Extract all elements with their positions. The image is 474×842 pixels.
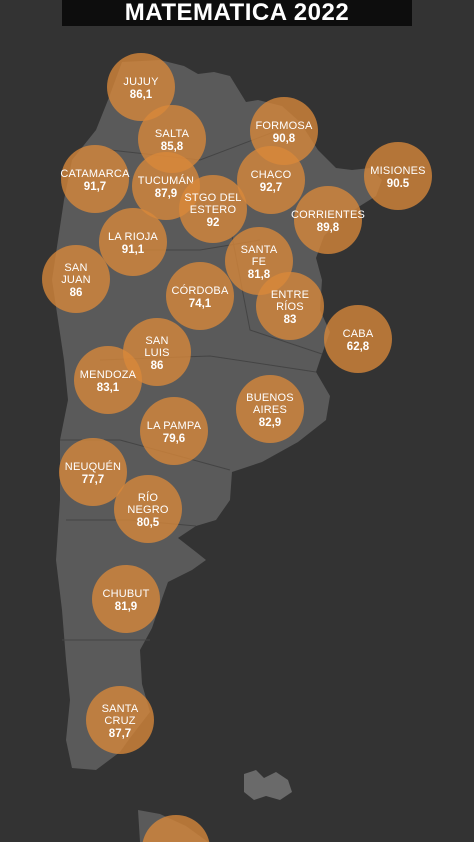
province-score: 89,8 — [317, 222, 340, 234]
province-score: 82,9 — [259, 417, 281, 429]
bubble-circle — [92, 565, 160, 633]
province-score: 81,8 — [248, 269, 271, 281]
province-score: 92,7 — [260, 182, 282, 194]
bubble-circle — [99, 208, 167, 276]
province-score: 83,1 — [97, 382, 120, 394]
province-score: 90,8 — [273, 133, 296, 145]
province-name: AIRES — [253, 404, 287, 416]
bubble-circle — [236, 375, 304, 443]
province-score: 86,1 — [130, 89, 153, 101]
province-name: LA PAMPA — [147, 420, 202, 432]
province-name: RÍO — [138, 491, 158, 504]
bubble-circle — [140, 397, 208, 465]
province-score: 62,8 — [347, 341, 370, 353]
province-name: MENDOZA — [80, 369, 137, 381]
province-score: 83 — [284, 314, 297, 326]
province-name: ENTRE — [271, 289, 309, 301]
province-name: LA RIOJA — [108, 231, 158, 243]
map-title: MATEMATICA 2022 — [62, 0, 412, 26]
bubble-circle — [324, 305, 392, 373]
province-name: TUCUMÁN — [138, 174, 194, 187]
province-name: SALTA — [155, 128, 190, 140]
province-name: SANTA — [241, 244, 278, 256]
province-name: CATAMARCA — [60, 168, 130, 180]
province-name: RÍOS — [276, 300, 304, 313]
province-name: CHACO — [251, 169, 292, 181]
bubble-circle — [114, 475, 182, 543]
province-score: 81,9 — [115, 601, 137, 613]
bubble-circle — [294, 186, 362, 254]
province-name: SAN — [64, 262, 87, 274]
province-name: SANTA — [102, 703, 139, 715]
province-score: 91,7 — [84, 181, 106, 193]
province-name: JUAN — [61, 274, 91, 286]
province-name: LUIS — [144, 347, 169, 359]
bubble-circle — [256, 272, 324, 340]
bubble-circle — [166, 262, 234, 330]
province-score: 92 — [207, 217, 220, 229]
province-score: 85,8 — [161, 141, 184, 153]
province-score: 86 — [70, 287, 83, 299]
province-bubble-tierra-del-fuego: TIERRA — [142, 815, 210, 842]
bubble-circle — [364, 142, 432, 210]
province-name: STGO DEL — [184, 192, 241, 204]
province-score: 74,1 — [189, 298, 212, 310]
province-score: 79,6 — [163, 433, 185, 445]
province-name: CRUZ — [104, 715, 135, 727]
bubble-circle — [74, 346, 142, 414]
province-name: CORRIENTES — [291, 209, 365, 221]
bubble-circle — [61, 145, 129, 213]
province-score: 80,5 — [137, 517, 160, 529]
province-name: NEUQUÉN — [65, 460, 121, 473]
province-name: SAN — [145, 335, 168, 347]
province-name: CHUBUT — [102, 588, 149, 600]
bubble-circle — [86, 686, 154, 754]
province-name: JUJUY — [123, 76, 159, 88]
province-score: 90.5 — [387, 178, 410, 190]
province-score: 91,1 — [122, 244, 145, 256]
province-score: 77,7 — [82, 474, 104, 486]
bubble-circle — [179, 175, 247, 243]
province-name: MISIONES — [370, 165, 425, 177]
bubble-circle — [42, 245, 110, 313]
province-score: 87,9 — [155, 188, 177, 200]
province-name: FE — [252, 256, 266, 268]
province-name: CÓRDOBA — [171, 284, 228, 297]
province-name: FORMOSA — [255, 120, 312, 132]
bubble-circle — [237, 146, 305, 214]
province-name: NEGRO — [127, 504, 169, 516]
bubble-circle — [142, 815, 210, 842]
province-name: BUENOS — [246, 392, 294, 404]
province-score: 86 — [151, 360, 164, 372]
bubble-circle — [59, 438, 127, 506]
province-name: CABA — [343, 328, 374, 340]
province-name: ESTERO — [190, 204, 237, 216]
malvinas-islands-shape — [244, 770, 292, 800]
bubble-circle — [107, 53, 175, 121]
province-score: 87,7 — [109, 728, 131, 740]
